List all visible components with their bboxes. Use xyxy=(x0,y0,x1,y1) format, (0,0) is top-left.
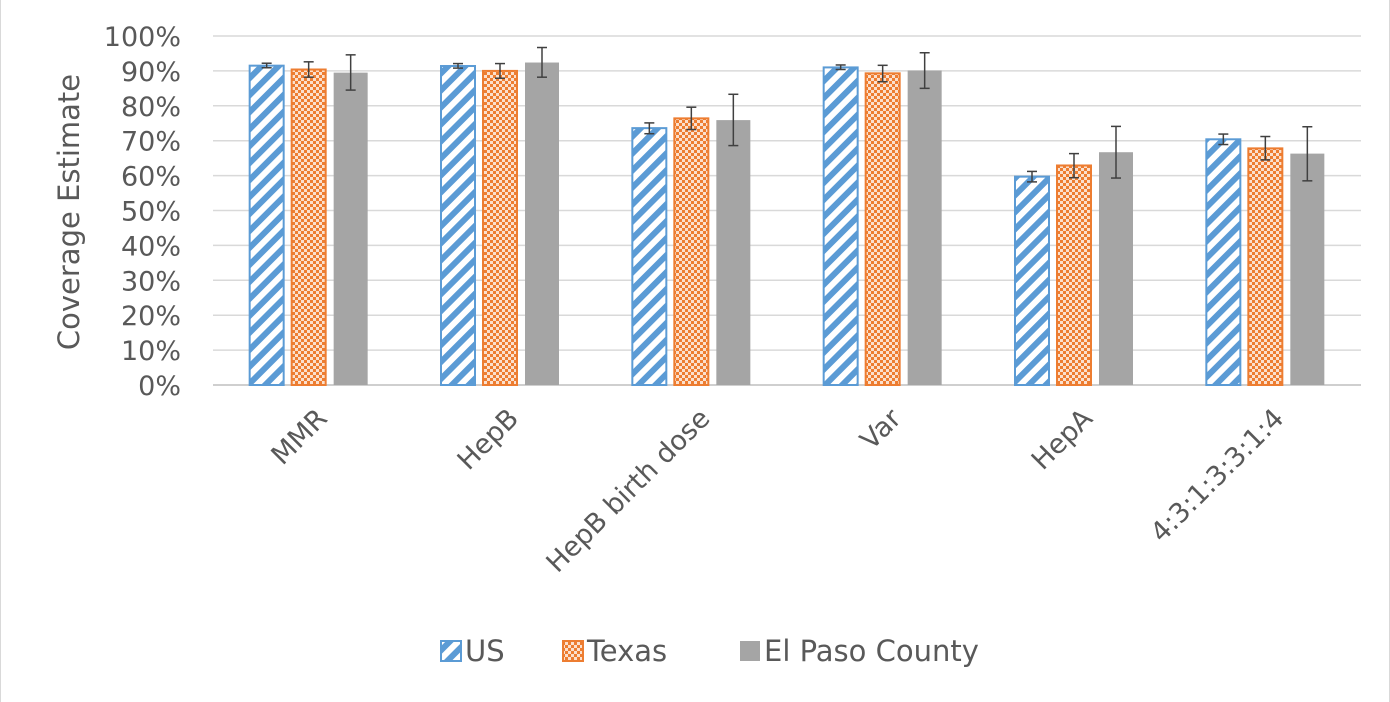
bar-us xyxy=(440,65,476,386)
x-category-label: HepB xyxy=(452,403,525,476)
y-tick-label: 70% xyxy=(121,127,181,158)
error-bars xyxy=(261,46,1313,183)
legend-label: US xyxy=(465,634,505,668)
bar-texas xyxy=(1247,147,1284,386)
legend-label: El Paso County xyxy=(764,634,979,668)
y-tick-label: 40% xyxy=(121,231,181,262)
bar-texas xyxy=(1056,164,1092,386)
y-tick-label: 60% xyxy=(121,162,181,193)
bars xyxy=(248,62,1325,387)
legend-swatch xyxy=(440,640,462,662)
y-tick-label: 20% xyxy=(121,301,181,332)
y-tick-label: 50% xyxy=(121,197,181,228)
bar-texas xyxy=(864,72,901,387)
x-axis-category-labels: MMR HepB HepB birth dose Var HepA 4:3:1:3:3:1… xyxy=(265,402,1290,578)
y-tick-label: 90% xyxy=(121,57,181,88)
y-tick-label: 0% xyxy=(138,371,181,402)
x-category-label: Var xyxy=(855,402,909,456)
gridlines xyxy=(213,35,1361,386)
bar-texas xyxy=(673,117,710,386)
legend-label: Texas xyxy=(586,634,667,668)
legend-swatch xyxy=(562,640,584,662)
bar-el-paso-county xyxy=(907,70,942,386)
bar-el-paso-county xyxy=(1099,152,1133,385)
y-tick-label: 10% xyxy=(121,336,181,367)
bar-us xyxy=(1014,175,1050,386)
bar-texas xyxy=(482,69,518,387)
y-tick-label: 30% xyxy=(121,266,181,297)
x-category-label: HepB birth dose xyxy=(541,403,717,579)
y-tick-label: 80% xyxy=(121,92,181,123)
legend: US Texas El Paso County xyxy=(440,634,979,668)
bar-us xyxy=(822,66,859,386)
x-category-label: HepA xyxy=(1026,403,1100,477)
legend-swatch xyxy=(740,641,760,661)
bar-el-paso-county xyxy=(1290,153,1325,385)
y-axis-tick-labels: 0% 10% 20% 30% 40%50% 60% 70% 80% 90% 100% xyxy=(104,22,181,402)
x-category-label: MMR xyxy=(265,403,333,471)
bar-us xyxy=(631,127,668,387)
y-tick-label: 100% xyxy=(104,22,181,53)
x-category-label: 4:3:1:3:3:1:4 xyxy=(1145,403,1291,549)
bar-el-paso-county xyxy=(716,120,751,385)
bar-us xyxy=(248,64,285,386)
y-axis-title: Coverage Estimate xyxy=(52,74,86,350)
bar-el-paso-county xyxy=(525,62,559,386)
bar-texas xyxy=(290,68,327,386)
bar-us xyxy=(1205,138,1242,386)
bar-el-paso-county xyxy=(333,72,368,386)
